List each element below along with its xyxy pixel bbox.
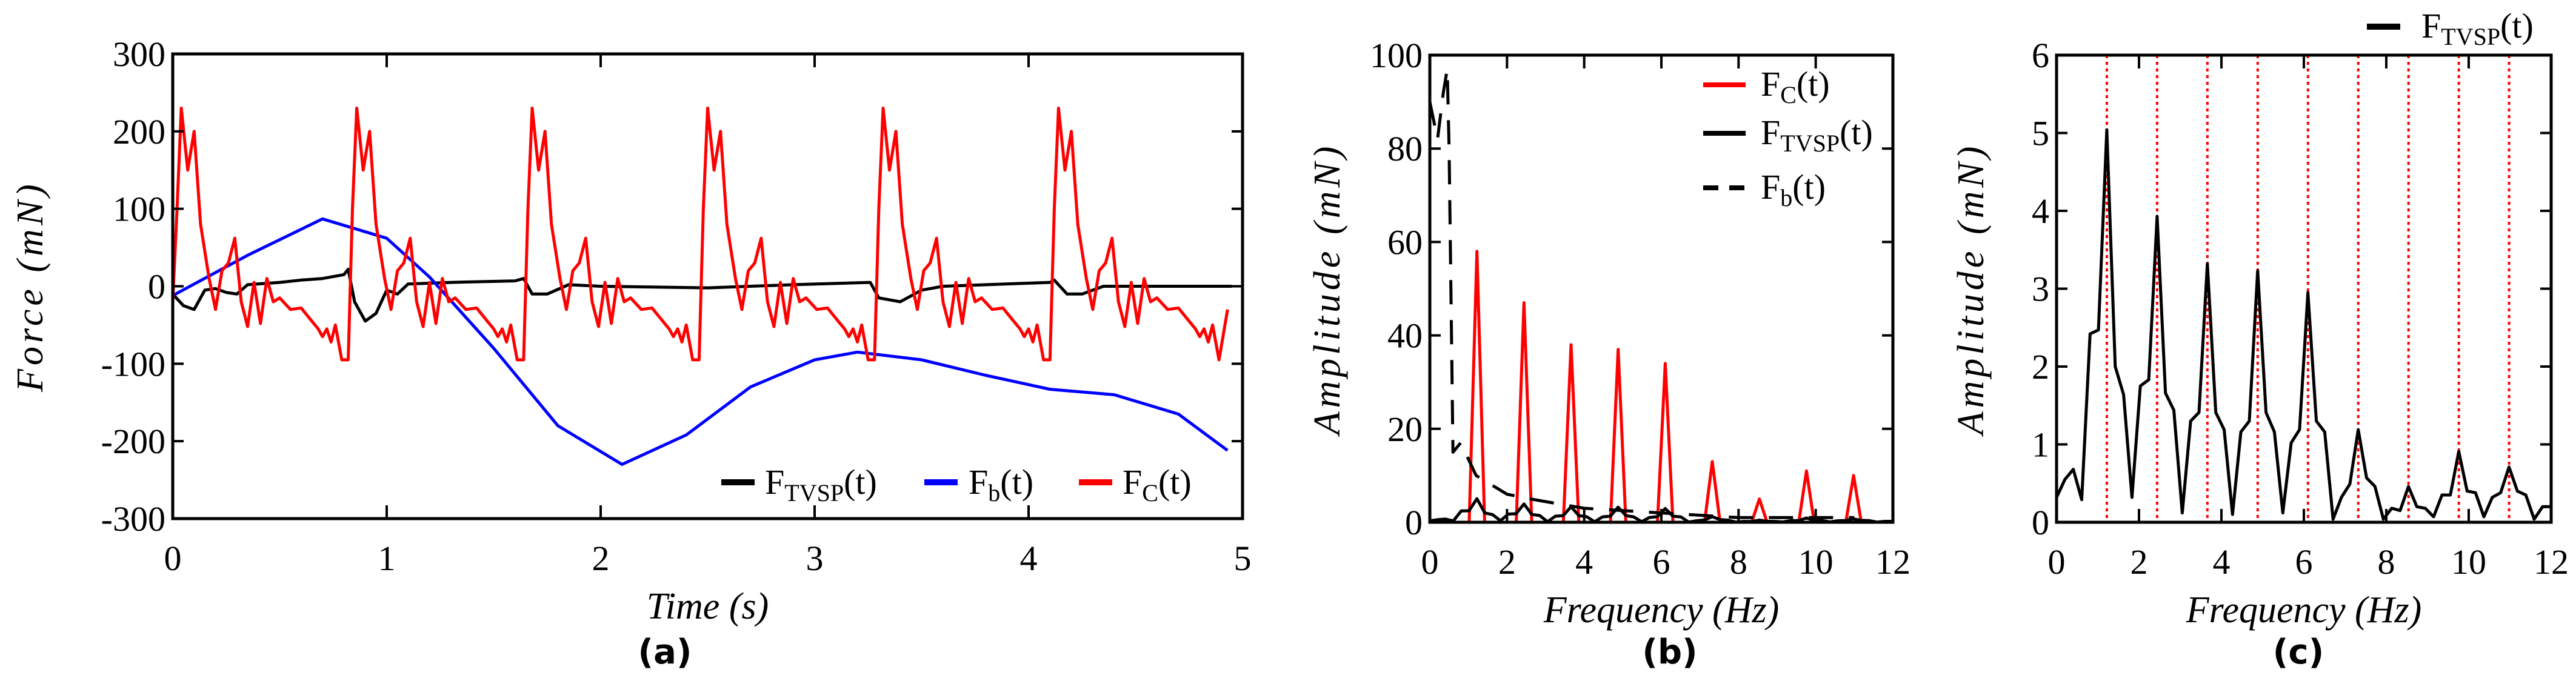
x-tick-label: 1 (378, 539, 396, 578)
y-tick-label: 2 (2032, 347, 2049, 387)
y-tick-label: 80 (1387, 129, 1423, 168)
x-tick-label: 4 (1020, 539, 1038, 578)
y-axis-label: Amplitude (mN) (1950, 143, 1992, 437)
series-line-fbt (1430, 67, 1855, 519)
legend-label-subscript: b (988, 479, 1000, 507)
x-tick-label: 12 (1875, 542, 1910, 582)
chart-a: 0 1 2 3 4 5 -300 -200 -100 0 100 200 300 Time (s) Forc… (10, 35, 1252, 672)
plot-area (173, 107, 1232, 466)
y-tick-label: 200 (113, 112, 165, 151)
y-tick-label: 20 (1387, 410, 1423, 449)
x-tick-label: 6 (2295, 542, 2313, 582)
y-tick-label: 100 (113, 190, 165, 229)
y-tick-label: -300 (101, 499, 165, 539)
legend: FC(t)FTVSP(t)Fb(t) (1703, 64, 1873, 211)
legend-label: FC(t) (1761, 64, 1830, 108)
series-line-ftvspt (2057, 128, 2551, 521)
legend-label-subscript: C (1780, 81, 1797, 108)
x-tick-label: 0 (1421, 542, 1439, 582)
legend-label-main: F (1123, 462, 1142, 502)
x-tick-label: 2 (592, 539, 610, 578)
x-tick-label: 8 (2378, 542, 2395, 582)
legend-label-subscript: TVSP (1780, 130, 1840, 157)
legend-label-main: F (969, 462, 988, 502)
legend-label-subscript: b (1780, 184, 1792, 211)
panel-label: (b) (1642, 633, 1697, 672)
legend-label-tail: (t) (2500, 6, 2534, 45)
x-tick-label: 12 (2534, 542, 2569, 582)
x-tick-label: 10 (2451, 542, 2486, 582)
y-tick-label: -200 (101, 422, 165, 461)
panel-label: (c) (2273, 633, 2324, 672)
panel-label: (a) (638, 633, 692, 672)
y-tick-label: 0 (2032, 503, 2049, 542)
legend-label: FTVSP(t) (1761, 113, 1873, 157)
y-tick-label: 60 (1387, 222, 1423, 262)
y-tick-label: 0 (148, 267, 165, 307)
legend-label-main: F (1761, 113, 1780, 152)
legend-label: FC(t) (1123, 462, 1192, 507)
legend-label: FTVSP(t) (765, 462, 877, 507)
y-tick-label: 1 (2032, 425, 2049, 465)
legend: FTVSP(t) (2367, 6, 2534, 50)
x-tick-label: 10 (1798, 542, 1834, 582)
legend-label-tail: (t) (1158, 462, 1192, 502)
legend-label-main: F (765, 462, 784, 502)
y-tick-label: 5 (2032, 114, 2049, 153)
y-axis-label: Force (mN) (10, 181, 51, 393)
plot-area (2057, 128, 2551, 521)
y-tick-label: 3 (2032, 270, 2049, 309)
y-tick-label: 100 (1370, 36, 1423, 75)
legend-label-tail: (t) (1000, 462, 1033, 502)
x-axis-label: Time (s) (647, 586, 769, 627)
legend-label-subscript: TVSP (784, 479, 844, 507)
y-tick-label: -100 (101, 344, 165, 384)
y-tick-label: 300 (113, 35, 165, 74)
y-tick-label: 6 (2032, 36, 2049, 75)
legend-label-main: F (1761, 64, 1780, 104)
y-tick-label: 4 (2032, 191, 2049, 231)
legend-label: Fb(t) (969, 462, 1033, 507)
legend-label-tail: (t) (1797, 64, 1830, 104)
x-tick-label: 0 (2048, 542, 2066, 582)
legend-label-tail: (t) (1840, 113, 1873, 152)
legend-label-main: F (1761, 167, 1780, 207)
series-line-fct (1430, 250, 1893, 522)
y-axis-label: Amplitude (mN) (1307, 143, 1348, 437)
y-tick-label: 0 (1405, 503, 1423, 542)
x-tick-label: 8 (1730, 542, 1747, 582)
legend-label: FTVSP(t) (2421, 6, 2534, 50)
x-tick-label: 6 (1653, 542, 1670, 582)
legend-label-tail: (t) (1792, 167, 1826, 207)
x-axis-label: Frequency (Hz) (2186, 590, 2421, 631)
x-axis-label: Frequency (Hz) (1543, 590, 1779, 631)
axes-box (2055, 53, 2553, 524)
legend-label-subscript: C (1142, 479, 1158, 507)
x-tick-label: 2 (1498, 542, 1516, 582)
y-tick-label: 40 (1387, 316, 1423, 356)
x-tick-label: 3 (806, 539, 824, 578)
legend-label: Fb(t) (1761, 167, 1826, 211)
legend-label-main: F (2421, 6, 2441, 45)
legend: FTVSP(t) Fb(t) FC(t) (721, 462, 1192, 507)
series-line-fct (173, 107, 1229, 362)
x-tick-label: 0 (164, 539, 182, 578)
legend-label-tail: (t) (844, 462, 877, 502)
chart-b: 0 2 4 6 8 10 12 0 20 40 60 80 100 Frequency (Hz) Ampli… (1307, 36, 1910, 672)
x-tick-label: 2 (2131, 542, 2148, 582)
x-tick-label: 4 (2213, 542, 2231, 582)
x-tick-label: 4 (1575, 542, 1593, 582)
x-tick-label: 5 (1234, 539, 1252, 578)
series-line-fbt (173, 217, 1229, 466)
legend-label-subscript: TVSP (2441, 23, 2500, 50)
